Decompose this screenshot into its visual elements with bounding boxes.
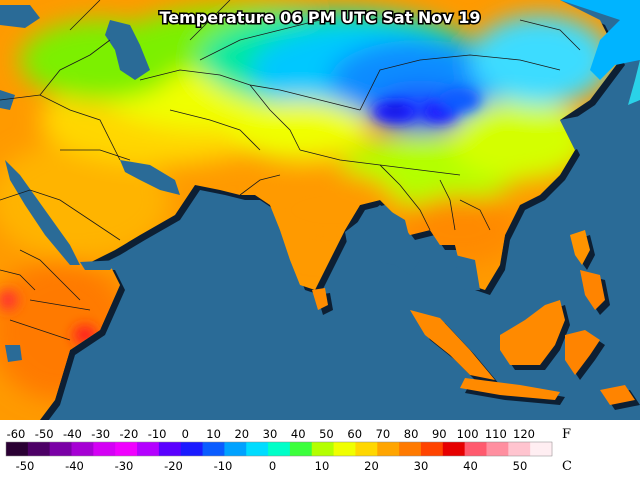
japan-region bbox=[560, 0, 640, 80]
color-bar-segment bbox=[71, 442, 94, 456]
fahrenheit-tick-label: -60 bbox=[7, 427, 26, 441]
persian-gulf bbox=[120, 160, 180, 195]
borneo bbox=[500, 300, 565, 365]
celsius-tick-label: 50 bbox=[513, 459, 528, 473]
color-bar-segment bbox=[27, 442, 51, 456]
fahrenheit-tick-label: 50 bbox=[319, 427, 334, 441]
color-bar-segment bbox=[311, 442, 335, 456]
color-bar-segment bbox=[530, 442, 553, 456]
fahrenheit-tick-label: 40 bbox=[291, 427, 306, 441]
fahrenheit-tick-label: 90 bbox=[432, 427, 447, 441]
color-bar-segment bbox=[420, 442, 444, 456]
color-bar-outline bbox=[5, 441, 553, 457]
color-bar-segment bbox=[246, 442, 269, 456]
color-bar-segment bbox=[93, 442, 116, 456]
temperature-map: Temperature 06 PM UTC Sat Nov 19 bbox=[0, 0, 640, 420]
color-bar-segment bbox=[355, 442, 378, 456]
fahrenheit-tick-label: 100 bbox=[457, 427, 479, 441]
color-scale-legend: -60 -50 -40 -30 -20 -10 0 10 20 30 40 50 60 70 80 90 100… bbox=[0, 420, 640, 480]
celsius-tick-label: -10 bbox=[214, 459, 233, 473]
timor bbox=[600, 385, 635, 405]
color-bar-segment bbox=[137, 442, 160, 456]
color-bar-segment bbox=[486, 442, 509, 456]
fahrenheit-tick-label: -40 bbox=[63, 427, 82, 441]
inland-waters bbox=[0, 5, 595, 362]
caspian-sea bbox=[105, 20, 150, 80]
gulf-of-aden bbox=[80, 260, 120, 270]
fahrenheit-tick-label: 110 bbox=[485, 427, 507, 441]
lake-victoria bbox=[5, 345, 22, 362]
gulf-of-thailand bbox=[455, 255, 480, 290]
black-sea bbox=[0, 5, 40, 28]
land-temperature-field bbox=[0, 0, 640, 420]
fahrenheit-tick-label: 20 bbox=[234, 427, 249, 441]
celsius-tick-label: 10 bbox=[315, 459, 330, 473]
sri-lanka bbox=[312, 288, 328, 310]
mediterranean-edge bbox=[0, 90, 15, 110]
bay-of-bengal-edge bbox=[345, 205, 420, 275]
philippines bbox=[580, 270, 605, 310]
fahrenheit-tick-label: -30 bbox=[91, 427, 110, 441]
taiwan bbox=[570, 230, 590, 265]
color-bar-segment bbox=[508, 442, 531, 456]
fahrenheit-tick-label: -10 bbox=[148, 427, 167, 441]
fahrenheit-tick-label: 0 bbox=[182, 427, 189, 441]
fahrenheit-tick-label: 120 bbox=[513, 427, 535, 441]
fahrenheit-tick-label: -50 bbox=[35, 427, 54, 441]
color-bar-segment bbox=[442, 442, 466, 456]
celsius-tick-label: 40 bbox=[463, 459, 478, 473]
celsius-tick-label: -40 bbox=[65, 459, 84, 473]
color-bar-segment bbox=[333, 442, 357, 456]
sulawesi bbox=[565, 330, 600, 375]
color-bar-segment bbox=[464, 442, 488, 456]
color-bar-segment bbox=[158, 442, 182, 456]
java bbox=[460, 378, 560, 400]
celsius-tick-label: -50 bbox=[16, 459, 35, 473]
fahrenheit-tick-label: 60 bbox=[347, 427, 362, 441]
color-bar-segment bbox=[399, 442, 422, 456]
color-bar bbox=[5, 441, 553, 457]
fahrenheit-unit-label: F bbox=[562, 427, 571, 442]
celsius-tick-label: 20 bbox=[364, 459, 379, 473]
celsius-unit-label: C bbox=[562, 459, 572, 474]
map-title: Temperature 06 PM UTC Sat Nov 19 bbox=[159, 8, 480, 27]
fahrenheit-tick-labels: -60 -50 -40 -30 -20 -10 0 10 20 30 40 50 60 70 80 90 100… bbox=[7, 427, 535, 441]
fahrenheit-tick-label: -20 bbox=[120, 427, 139, 441]
red-sea bbox=[5, 160, 80, 265]
color-bar-segment bbox=[6, 442, 29, 456]
color-bar-segment bbox=[289, 442, 313, 456]
celsius-tick-label: -30 bbox=[115, 459, 134, 473]
color-bar-segment bbox=[224, 442, 247, 456]
color-bar-segment bbox=[377, 442, 400, 456]
fahrenheit-tick-label: 80 bbox=[404, 427, 419, 441]
fahrenheit-tick-label: 30 bbox=[263, 427, 278, 441]
sumatra bbox=[410, 310, 495, 380]
celsius-tick-label: 30 bbox=[414, 459, 429, 473]
color-bar-segment bbox=[202, 442, 225, 456]
hokkaido-region bbox=[628, 60, 640, 105]
color-bar-segment bbox=[49, 442, 73, 456]
yellow-sea bbox=[560, 115, 595, 150]
celsius-tick-label: 0 bbox=[269, 459, 276, 473]
color-bar-segment bbox=[180, 442, 204, 456]
fahrenheit-tick-label: 10 bbox=[206, 427, 221, 441]
fahrenheit-tick-label: 70 bbox=[376, 427, 391, 441]
color-bar-segment bbox=[268, 442, 291, 456]
celsius-tick-label: -20 bbox=[164, 459, 183, 473]
color-bar-segment bbox=[115, 442, 138, 456]
country-borders bbox=[0, 0, 581, 341]
celsius-tick-labels: -50 -40 -30 -20 -10 0 10 20 30 40 50 bbox=[16, 459, 528, 473]
